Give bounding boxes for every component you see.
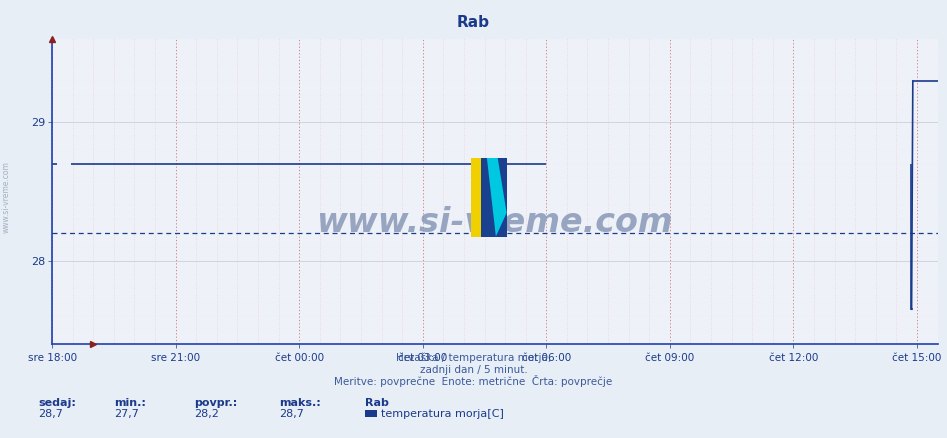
Text: 28,2: 28,2 <box>194 409 219 419</box>
Text: sedaj:: sedaj: <box>38 399 76 409</box>
Text: povpr.:: povpr.: <box>194 399 238 409</box>
Text: 28,7: 28,7 <box>279 409 304 419</box>
Text: zadnji dan / 5 minut.: zadnji dan / 5 minut. <box>420 365 527 375</box>
Text: www.si-vreme.com: www.si-vreme.com <box>1 161 10 233</box>
Text: temperatura morja[C]: temperatura morja[C] <box>381 409 504 419</box>
Text: Meritve: povprečne  Enote: metrične  Črta: povprečje: Meritve: povprečne Enote: metrične Črta:… <box>334 375 613 387</box>
Text: Rab: Rab <box>457 15 490 30</box>
Polygon shape <box>481 158 507 237</box>
Text: 27,7: 27,7 <box>114 409 138 419</box>
Text: Rab: Rab <box>365 399 388 409</box>
Text: maks.:: maks.: <box>279 399 321 409</box>
Text: www.si-vreme.com: www.si-vreme.com <box>316 205 673 239</box>
Text: Hrvaška / temperatura morja,: Hrvaška / temperatura morja, <box>396 353 551 364</box>
Text: 28,7: 28,7 <box>38 409 63 419</box>
Bar <box>471 158 491 237</box>
Text: min.:: min.: <box>114 399 146 409</box>
Polygon shape <box>487 158 507 237</box>
